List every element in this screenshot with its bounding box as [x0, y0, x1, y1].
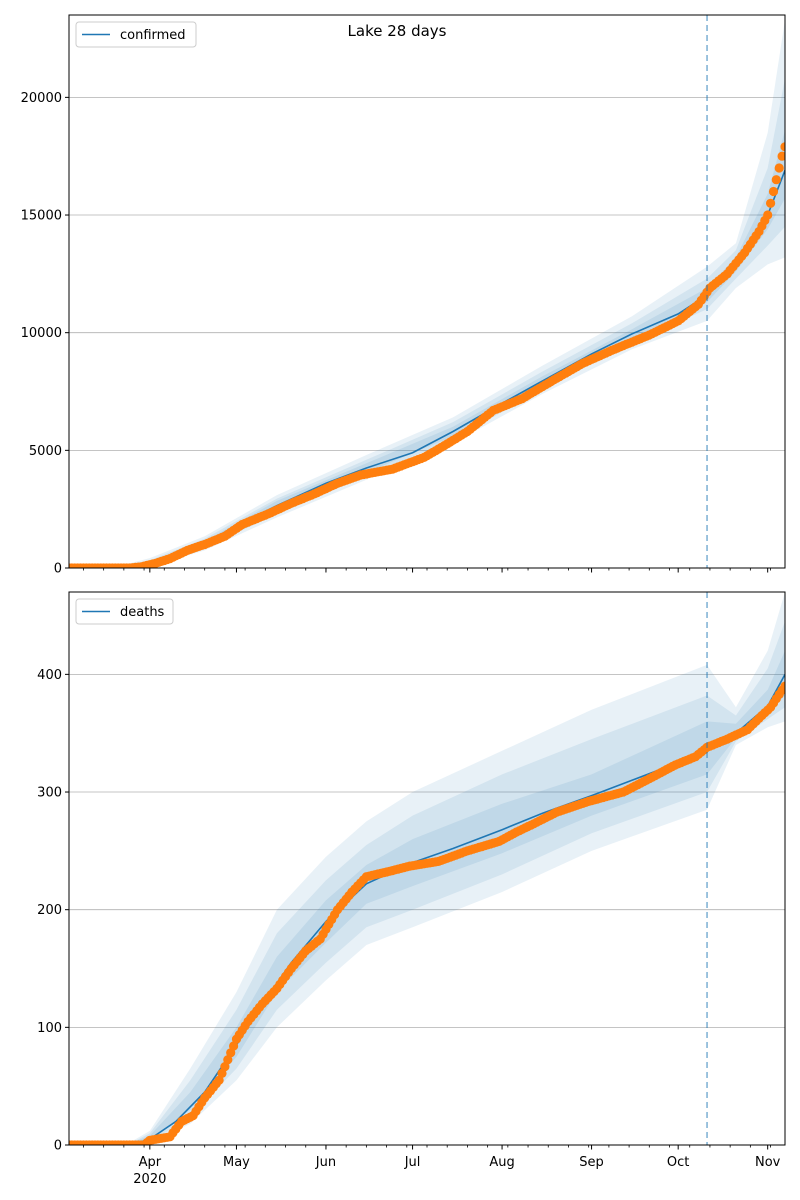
x-axis [83, 568, 771, 573]
observed-point [771, 175, 781, 185]
y-tick-label: 100 [37, 1021, 62, 1036]
observed-point [214, 1075, 224, 1085]
uncertainty-band-outer [69, 592, 785, 1145]
uncertainty-band-middle [69, 78, 785, 568]
observed-point [220, 1062, 230, 1072]
observed-point [768, 186, 779, 197]
plot-area [69, 592, 785, 1145]
y-tick-label: 300 [37, 786, 62, 801]
y-axis: 0 5000 10000 15000 20000 [21, 91, 69, 577]
observed-point [780, 681, 785, 691]
observed-point [229, 1041, 239, 1051]
y-tick-label: 20000 [21, 91, 62, 106]
observed-points [69, 142, 785, 568]
x-tick-label: Aug [489, 1155, 514, 1170]
y-tick-label: 0 [54, 1139, 62, 1154]
x-tick-label: May [223, 1155, 250, 1170]
y-tick-label: 0 [54, 562, 62, 577]
x-tick-label: Nov [755, 1155, 781, 1170]
legend-box [75, 21, 197, 48]
plot-area [69, 19, 785, 568]
figure-title: Lake 28 days [348, 22, 447, 40]
y-tick-label: 15000 [21, 209, 62, 224]
observed-point [774, 163, 784, 173]
x-tick-label: Apr [139, 1155, 162, 1170]
uncertainty-band-middle [69, 621, 785, 1145]
observed-point [763, 210, 773, 220]
legend: deaths [75, 598, 174, 625]
deaths-panel: 0 100 200 300 400 Apr May Jun Jul Aug Sep Oct Nov 202… [37, 591, 786, 1187]
confirmed-panel: 0 5000 10000 15000 20000 confirmed [21, 14, 786, 577]
legend-label: confirmed [120, 28, 186, 43]
x-tick-label: Oct [667, 1155, 689, 1170]
x-tick-label: Sep [579, 1155, 604, 1170]
legend-label: deaths [120, 605, 165, 620]
observed-point [780, 142, 785, 152]
x-year-label: 2020 [133, 1172, 166, 1187]
observed-points [69, 681, 785, 1145]
y-tick-label: 400 [37, 668, 62, 683]
y-axis: 0 100 200 300 400 [37, 668, 69, 1154]
y-tick-label: 200 [37, 903, 62, 918]
observed-point [777, 151, 785, 161]
legend: confirmed [75, 21, 197, 48]
x-tick-label: Jul [404, 1155, 421, 1170]
legend-box [75, 598, 174, 625]
y-tick-label: 10000 [21, 326, 62, 341]
x-axis: Apr May Jun Jul Aug Sep Oct Nov 2020 [83, 1145, 781, 1187]
observed-point [223, 1055, 233, 1065]
x-tick-label: Jun [315, 1155, 336, 1170]
observed-point [766, 198, 776, 208]
y-tick-label: 5000 [29, 444, 62, 459]
